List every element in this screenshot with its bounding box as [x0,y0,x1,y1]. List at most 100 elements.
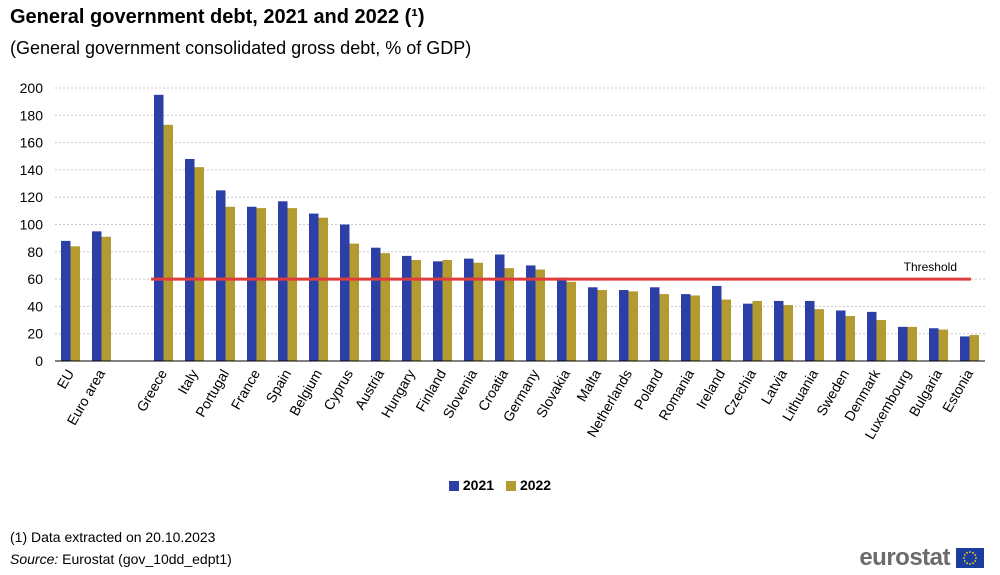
source-text: Eurostat (gov_10dd_edpt1) [58,551,232,567]
chart-subtitle: (General government consolidated gross d… [10,38,472,58]
threshold: Threshold [151,260,971,281]
x-category-label: Malta [573,366,604,404]
eu-flag-icon [956,548,984,568]
bar-2021 [867,311,877,361]
bar-2022 [194,167,204,361]
bar-2022 [814,309,824,361]
bar-2021 [61,240,71,361]
bar-2022 [659,294,669,361]
y-tick-label: 40 [27,298,43,314]
bar-2021 [743,303,753,361]
legend: 2021 2022 [0,477,1000,493]
legend-item-2021: 2021 [448,477,495,493]
x-category-label: Greece [133,366,170,414]
bar-2021 [340,224,350,361]
bar-2021 [402,255,412,361]
source-label: Source: [10,551,59,567]
bar-2021 [836,310,846,361]
x-category-label: EU [54,367,78,392]
bar-2022 [845,315,855,361]
y-tick-label: 20 [27,326,43,342]
bar-2021 [154,94,164,361]
bar-2021 [309,213,319,361]
bar-2022 [721,299,731,361]
y-tick-label: 200 [20,80,44,96]
bar-2022 [504,268,514,361]
x-category-label: Estonia [939,366,976,415]
bar-2022 [349,243,359,361]
source-note: Source: Eurostat (gov_10dd_edpt1) [10,551,232,567]
bar-2022 [969,335,979,361]
bar-2022 [473,262,483,361]
y-tick-label: 100 [20,217,44,233]
bar-2021 [557,277,567,361]
bar-2021 [185,158,195,361]
bar-2021 [588,287,598,361]
bar-2022 [597,290,607,361]
bar-2021 [278,201,288,361]
y-axis-ticks: 0 20 40 60 80 100 120 140 160 180 200 [20,80,44,369]
footnote: (1) Data extracted on 20.10.2023 [10,529,216,545]
bar-2021 [92,231,102,361]
bar-2022 [752,300,762,361]
y-tick-label: 60 [27,271,43,287]
bar-2021 [371,247,381,361]
bar-2022 [70,246,80,361]
bar-2021 [495,254,505,361]
eurostat-logo: eurostat [859,544,984,572]
bar-2022 [225,206,235,361]
bar-2022 [535,269,545,361]
bar-2021 [433,261,443,361]
bar-2021 [526,265,536,361]
legend-item-2022: 2022 [505,477,552,493]
y-tick-label: 0 [35,353,43,369]
bar-2021 [619,290,629,361]
threshold-label: Threshold [904,260,957,274]
bar-2022 [876,320,886,361]
bar-2022 [163,124,173,361]
bar-2022 [318,217,328,361]
bar-2022 [566,281,576,361]
bar-2022 [101,236,111,361]
bar-2021 [929,328,939,361]
bar-2022 [256,208,266,361]
chart-title: General government debt, 2021 and 2022 (… [10,6,425,28]
x-category-label: Spain [262,367,294,406]
bars [61,94,979,361]
bar-2022 [628,291,638,361]
bar-2021 [464,258,474,361]
bar-2021 [247,206,257,361]
y-tick-label: 80 [27,244,43,260]
bar-2022 [907,326,917,361]
y-tick-label: 120 [20,189,44,205]
bar-2021 [805,300,815,361]
bar-chart: 0 20 40 60 80 100 120 140 160 180 200 Threshold EU… [20,80,985,442]
bar-2022 [287,208,297,361]
x-category-label: Latvia [758,366,791,407]
bar-2021 [960,336,970,361]
x-category-label: Italy [174,367,201,397]
bar-2021 [712,285,722,361]
bar-2022 [690,295,700,361]
legend-swatch-2022 [505,481,516,491]
logo-text: eurostat [859,544,950,571]
y-tick-label: 160 [20,135,44,151]
x-category-label: Cyprus [320,367,356,413]
legend-label-2022: 2022 [519,477,552,493]
bar-2022 [411,259,421,361]
bar-2021 [681,294,691,361]
bar-2022 [938,329,948,361]
bar-2021 [774,300,784,361]
bar-2021 [216,190,226,361]
bar-2021 [898,326,908,361]
y-tick-label: 180 [20,107,44,123]
bar-2022 [380,253,390,361]
y-tick-label: 140 [20,162,44,178]
bar-2022 [783,305,793,361]
bar-2022 [442,259,452,361]
legend-swatch-2021 [448,481,459,491]
bar-2021 [650,287,660,361]
x-category-label: France [227,366,263,412]
legend-label-2021: 2021 [462,477,495,493]
